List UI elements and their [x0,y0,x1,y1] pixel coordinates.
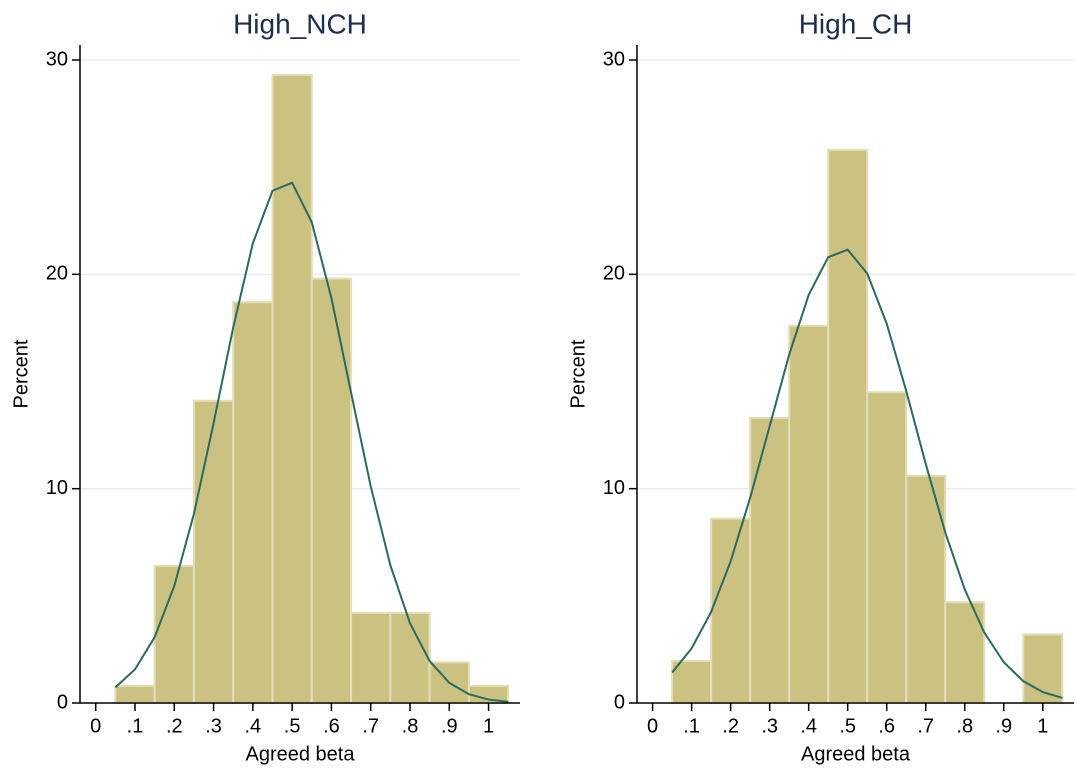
x-tick-label: 0 [647,715,658,737]
x-tick-label: .1 [127,715,144,737]
chart-title: High_NCH [233,8,367,39]
x-tick-label: .6 [878,715,895,737]
x-tick-label: .7 [917,715,934,737]
bar [192,399,235,704]
chart-title: High_CH [799,8,913,39]
y-tick-label: 30 [46,48,68,70]
x-tick-label: .7 [362,715,379,737]
x-tick-label: .8 [956,715,973,737]
x-tick-label: .9 [995,715,1012,737]
x-tick-label: .5 [284,715,301,737]
x-tick-label: .3 [761,715,778,737]
bar [350,611,392,705]
x-tick-label: 0 [90,715,101,737]
y-tick-label: 20 [603,263,625,285]
bar [866,391,908,704]
density-curve [671,248,1063,699]
y-tick-label: 10 [46,477,68,499]
y-tick-label: 0 [57,691,68,713]
x-tick-label: 1 [1037,715,1048,737]
x-tick-label: .1 [683,715,700,737]
x-tick-label: 1 [483,715,494,737]
x-tick-label: .2 [166,715,183,737]
y-tick-label: 10 [603,477,625,499]
x-tick-label: .2 [722,715,739,737]
density-curve [114,181,509,703]
x-axis-label: Agreed beta [246,743,356,765]
bar [905,474,947,705]
x-tick-label: .3 [205,715,222,737]
x-tick-label: .9 [441,715,458,737]
y-tick-label: 30 [603,48,625,70]
x-tick-label: .6 [323,715,340,737]
y-axis-label: Percent [10,339,32,408]
x-tick-label: .4 [800,715,817,737]
x-tick-label: .8 [402,715,419,737]
x-tick-label: .4 [245,715,262,737]
x-tick-label: .5 [839,715,856,737]
bar [788,324,830,704]
x-axis-label: Agreed beta [801,743,911,765]
y-axis-label: Percent [567,339,589,408]
bar [232,301,274,704]
bar [310,277,353,704]
bar [749,416,791,704]
bar [389,611,431,705]
bar [710,517,752,704]
y-tick-label: 0 [614,691,625,713]
y-tick-label: 20 [46,263,68,285]
bar [271,74,313,704]
bar [114,684,156,704]
bar [827,149,869,704]
bar [671,659,713,705]
